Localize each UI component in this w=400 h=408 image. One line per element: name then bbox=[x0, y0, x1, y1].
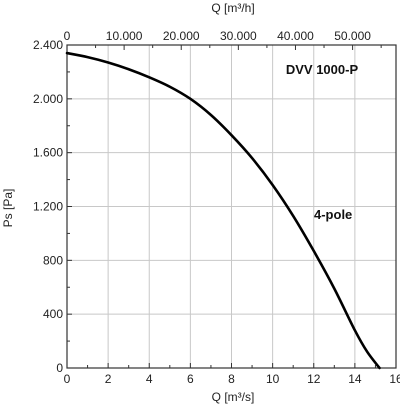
top-tick-label: 30.000 bbox=[220, 29, 257, 43]
top-tick-label: 10.000 bbox=[106, 29, 143, 43]
bottom-tick-label: 2 bbox=[105, 372, 112, 386]
y-tick-label: 1.600 bbox=[33, 146, 63, 160]
y-tick-label: 800 bbox=[43, 253, 63, 267]
bottom-tick-label: 6 bbox=[187, 372, 194, 386]
bottom-tick-label: 12 bbox=[307, 372, 321, 386]
bottom-tick-label: 4 bbox=[146, 372, 153, 386]
model-annotation: DVV 1000-P bbox=[286, 62, 359, 77]
top-tick-label: 20.000 bbox=[163, 29, 200, 43]
series-line-4-pole bbox=[65, 51, 381, 370]
bottom-axis-title: Q [m³/s] bbox=[212, 390, 255, 404]
series-annotation: 4-pole bbox=[314, 207, 352, 222]
y-tick-label: 0 bbox=[56, 361, 63, 375]
tick-labels: 0 2 4 6 8 10 12 14 16 0 10.000 20.000 30.000 40.000 50… bbox=[33, 29, 400, 386]
bottom-tick-label: 14 bbox=[348, 372, 362, 386]
bottom-tick-label: 0 bbox=[64, 372, 71, 386]
top-tick-label: 0 bbox=[64, 29, 71, 43]
bottom-tick-label: 16 bbox=[389, 372, 400, 386]
y-tick-label: 2.400 bbox=[33, 38, 63, 52]
top-tick-label: 40.000 bbox=[277, 29, 314, 43]
bottom-tick-label: 10 bbox=[266, 372, 280, 386]
top-tick-label: 50.000 bbox=[334, 29, 371, 43]
series-layer bbox=[65, 51, 381, 370]
y-tick-label: 400 bbox=[43, 307, 63, 321]
y-tick-label: 1.200 bbox=[33, 200, 63, 214]
bottom-tick-label: 8 bbox=[228, 372, 235, 386]
tick-marks bbox=[66, 44, 397, 369]
y-tick-label: 2.000 bbox=[33, 92, 63, 106]
y-axis-title: Ps [Pa] bbox=[1, 189, 15, 228]
top-axis-title: Q [m³/h] bbox=[211, 1, 254, 15]
